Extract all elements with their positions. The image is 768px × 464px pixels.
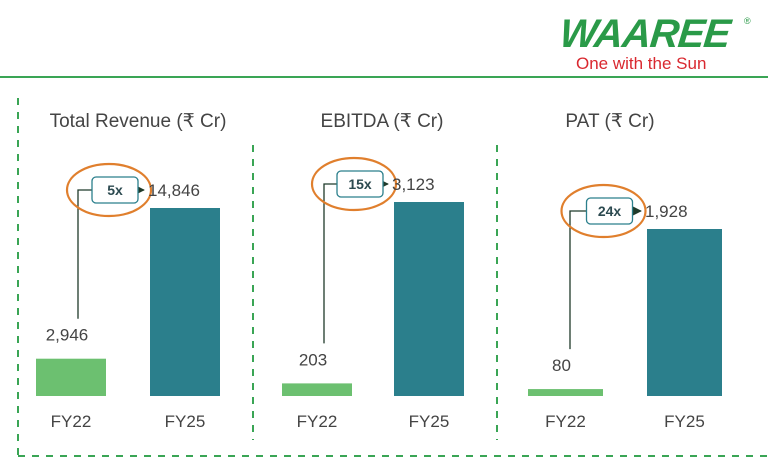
chart-panel-1: Total Revenue (₹ Cr) FY22 FY25 2,946 5x 14,84… [36,111,226,431]
chart-panel-2: EBITDA (₹ Cr) FY22 FY25 203 15x 3,123 [282,111,464,431]
bar-fy25 [647,229,722,396]
data-label-fy25: 14,846 [148,181,200,200]
bar-fy25 [394,202,464,396]
bar-fy22 [528,389,603,396]
category-label: FY22 [297,412,338,431]
highlight-circle [65,162,153,218]
company-logo: WAAREE ® One with the Sun [556,12,752,74]
charts-root: Total Revenue (₹ Cr) FY22 FY25 2,946 5x 14,84… [36,111,722,431]
logo-registered-mark: ® [744,16,751,26]
data-label-fy22: 2,946 [46,326,89,345]
category-label: FY25 [165,412,206,431]
growth-connector-arrow [77,185,145,319]
growth-label: 15x [348,176,372,192]
data-label-fy22: 80 [552,356,571,375]
chart-title: EBITDA (₹ Cr) [321,111,444,132]
highlight-circle [310,156,398,212]
category-label: FY22 [51,412,92,431]
category-label: FY25 [664,412,705,431]
data-label-fy25: 1,928 [645,202,688,221]
growth-label: 24x [598,203,622,219]
chart-title: Total Revenue (₹ Cr) [50,111,227,132]
chart-panel-3: PAT (₹ Cr) FY22 FY25 80 24x 1,928 [528,111,722,431]
bar-fy22 [36,358,106,396]
data-label-fy25: 3,123 [392,175,435,194]
bar-fy22 [282,383,352,396]
growth-label: 5x [107,182,123,198]
chart-title: PAT (₹ Cr) [565,111,654,132]
logo-tagline: One with the Sun [576,54,707,73]
data-label-fy22: 203 [299,350,327,369]
bar-fy25 [150,208,220,396]
growth-badge [336,170,384,198]
highlight-circle [560,183,647,239]
category-label: FY25 [409,412,450,431]
growth-badge [585,197,634,225]
category-label: FY22 [545,412,586,431]
growth-badge [91,176,139,204]
